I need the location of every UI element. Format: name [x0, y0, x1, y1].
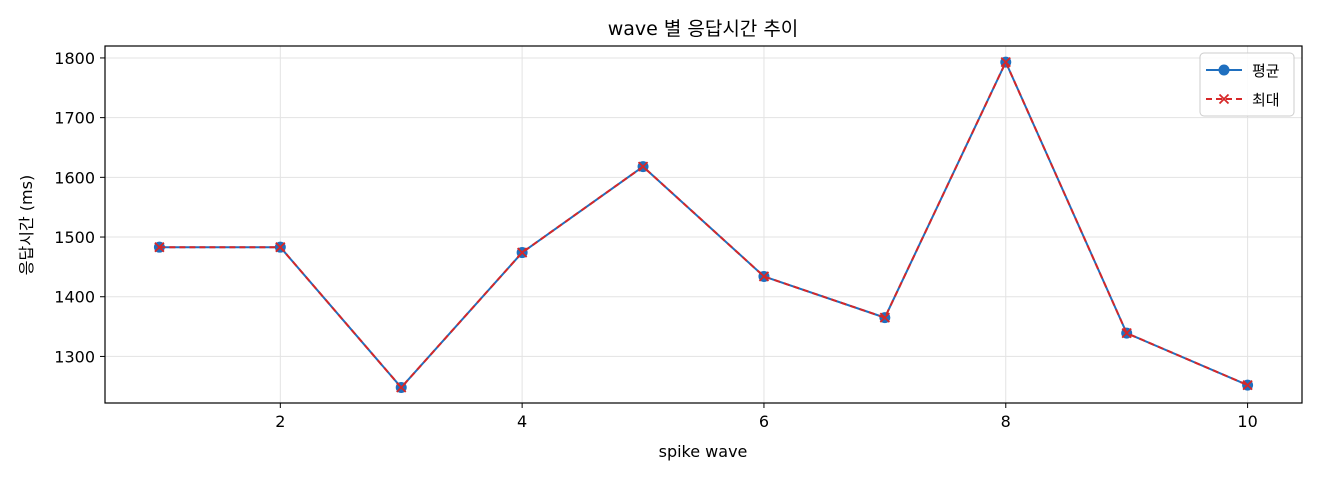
legend-label: 최대	[1252, 91, 1280, 109]
data-point-x-stroke	[396, 382, 407, 393]
x-tick-label: 8	[1001, 412, 1011, 431]
data-point-x-stroke	[637, 161, 649, 172]
data-point-x	[758, 271, 770, 282]
data-point-x	[1121, 328, 1132, 339]
x-tick-label: 2	[275, 412, 285, 431]
x-tick-label: 6	[759, 412, 769, 431]
series-line	[159, 61, 1248, 389]
series-2	[154, 56, 1253, 393]
data-point-x	[879, 312, 891, 323]
y-axis-ticks: 1300 1400 1500 1600 1700 1800	[54, 49, 105, 366]
data-point-x-stroke	[516, 247, 528, 258]
data-point-x-stroke	[154, 242, 165, 253]
plot-area-frame	[104, 45, 1303, 404]
series-layer	[153, 56, 1254, 393]
y-tick-label: 1700	[54, 109, 95, 128]
data-point-x-stroke	[1000, 56, 1011, 68]
grid-lines	[105, 46, 1302, 403]
data-point-x	[275, 242, 286, 253]
data-point-x-stroke	[1242, 379, 1253, 391]
data-point-circle	[1218, 64, 1230, 76]
x-tick-label: 10	[1237, 412, 1257, 431]
series-1	[153, 56, 1254, 393]
data-point-x	[396, 382, 407, 393]
y-tick-label: 1600	[54, 168, 95, 187]
data-point-x	[154, 242, 165, 253]
y-tick-label: 1500	[54, 228, 95, 247]
data-point-x	[1000, 56, 1011, 68]
x-axis-label: spike wave	[659, 442, 748, 461]
y-tick-label: 1300	[54, 347, 95, 366]
data-point-x	[1242, 379, 1253, 391]
x-tick-label: 4	[517, 412, 527, 431]
data-point-x	[516, 247, 528, 258]
chart-title: wave 별 응답시간 추이	[608, 18, 799, 40]
y-tick-label: 1800	[54, 49, 95, 68]
data-point-x	[637, 161, 649, 172]
data-point-x-stroke	[879, 312, 891, 323]
x-axis-ticks: 2 4 6 8 10	[275, 403, 1258, 431]
legend-box	[1199, 52, 1295, 117]
legend-label: 평균	[1252, 62, 1280, 80]
data-point-x-stroke	[1218, 93, 1230, 105]
legend-entry: 최대	[1206, 91, 1280, 109]
data-point-x	[1218, 93, 1230, 105]
data-point-x-stroke	[758, 271, 770, 282]
legend-entry: 평균	[1206, 62, 1280, 80]
y-tick-label: 1400	[54, 288, 95, 307]
data-point-x-stroke	[1121, 328, 1132, 339]
y-axis-label: 응답시간 (ms)	[17, 175, 36, 275]
data-point-x-stroke	[275, 242, 286, 253]
series-line	[159, 61, 1248, 389]
